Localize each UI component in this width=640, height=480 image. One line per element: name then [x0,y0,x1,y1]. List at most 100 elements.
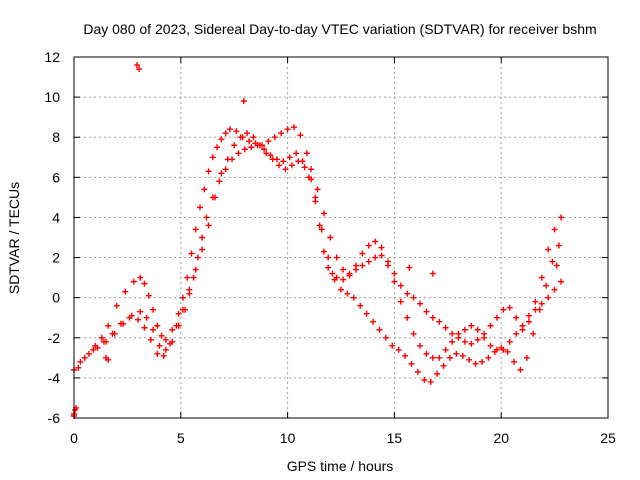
data-point [530,330,537,337]
data-point [137,274,144,281]
data-point [92,342,99,349]
data-point [199,246,206,253]
data-point [77,358,84,365]
data-point [449,330,456,337]
data-point [209,154,216,161]
data-point [216,178,223,185]
data-point [397,282,404,289]
data-point [461,338,468,345]
data-point [199,234,206,241]
data-point [461,326,468,333]
data-point [365,242,372,249]
data-point [169,326,176,333]
data-point [378,244,385,251]
x-tick-label: 0 [70,430,78,446]
data-point [241,146,248,153]
data-point [549,258,556,265]
data-point [436,318,443,325]
data-point [404,314,411,321]
data-point [350,294,357,301]
data-point [423,350,430,357]
data-point [143,314,150,321]
data-point [278,130,285,137]
data-point [506,304,513,311]
data-point [331,276,338,283]
data-point [162,346,169,353]
data-point [240,98,247,105]
data-point [449,338,456,345]
data-point [357,302,364,309]
data-point [372,254,379,261]
data-point [478,358,485,365]
data-point [194,254,201,261]
data-point [246,138,253,145]
data-point [147,336,154,343]
data-point [429,270,436,277]
data-point [162,336,169,343]
data-point [141,280,148,287]
data-point [197,204,204,211]
data-point [455,330,462,337]
data-point [391,270,398,277]
data-point [135,316,142,323]
data-point [363,310,370,317]
data-point [474,326,481,333]
x-axis-label: GPS time / hours [287,458,394,474]
data-point [459,352,466,359]
data-point [500,346,507,353]
data-point [224,156,231,163]
data-point [551,226,558,233]
data-point [511,358,518,365]
data-point [235,150,242,157]
data-point [446,354,453,361]
data-points [71,62,565,419]
data-point [414,368,421,375]
data-point [359,262,366,269]
data-point [179,306,186,313]
data-point [485,354,492,361]
data-point [184,274,191,281]
data-point [90,346,97,353]
data-point [545,246,552,253]
data-point [372,238,379,245]
data-point [214,144,221,151]
data-point [365,258,372,265]
data-point [466,356,473,363]
data-point [308,176,315,183]
data-point [352,262,359,269]
data-point [558,278,565,285]
data-point [329,270,336,277]
data-point [468,340,475,347]
data-point [327,234,334,241]
data-point [423,308,430,315]
x-tick-label: 25 [600,430,616,446]
data-point [320,210,327,217]
data-point [397,298,404,305]
data-point [532,306,539,313]
series-track-a [71,124,565,417]
data-point [280,158,287,165]
data-point [167,340,174,347]
data-point [154,322,161,329]
data-point [406,264,413,271]
data-point [429,314,436,321]
data-point [338,286,344,293]
data-point [113,302,120,309]
data-point [325,254,332,261]
y-tick-label: 12 [44,49,60,65]
data-point [474,336,481,343]
data-point [487,322,494,329]
data-point [211,194,218,201]
data-point [160,352,167,359]
data-point [179,294,186,301]
data-point [158,332,165,339]
data-point [421,376,428,383]
data-point [553,262,560,269]
data-point [532,298,539,305]
data-point [134,62,141,69]
data-point [154,350,161,357]
data-point [344,290,351,297]
data-point [150,306,157,313]
data-point [325,264,332,271]
data-point [538,300,545,307]
